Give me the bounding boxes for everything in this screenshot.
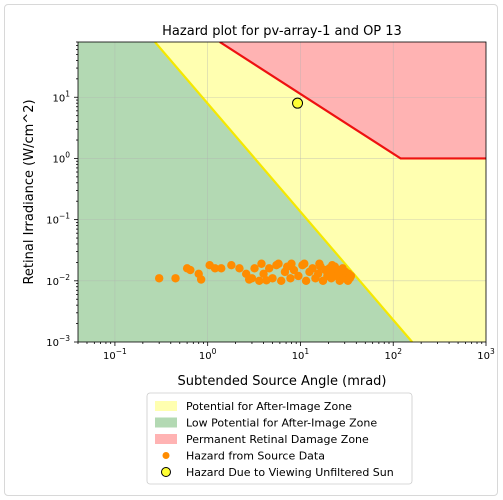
hazard-source-point — [217, 264, 226, 273]
hazard-source-point — [259, 269, 268, 279]
hazard-source-point — [186, 265, 195, 275]
y-tick-label: 10−1 — [46, 212, 70, 227]
hazard-source-point — [262, 276, 271, 285]
hazard-source-point — [264, 264, 274, 273]
x-tick-label: 102 — [384, 347, 402, 362]
legend-label: Permanent Retinal Damage Zone — [186, 433, 369, 446]
hazard-source-point — [274, 259, 283, 268]
x-tick-label: 100 — [199, 347, 217, 362]
hazard-source-point — [276, 276, 286, 286]
hazard-source-point — [300, 259, 309, 268]
after-image-boundary-line — [154, 42, 414, 342]
y-axis-label: Retinal Irradiance (W/cm^2) — [22, 99, 37, 284]
zone-boundaries — [154, 42, 486, 342]
hazard-source-point — [286, 274, 295, 283]
x-tick-label: 103 — [477, 347, 495, 362]
x-tick-label: 10−1 — [103, 347, 127, 362]
hazard-source-point — [315, 259, 324, 268]
legend-label: Potential for After-Image Zone — [186, 400, 352, 413]
legend-marker — [161, 467, 171, 477]
hazard-zones — [78, 42, 486, 342]
hazard-source-point — [294, 271, 303, 281]
legend-label: Hazard Due to Viewing Unfiltered Sun — [186, 466, 394, 479]
hazard-source-point — [313, 269, 323, 279]
grid-lines — [78, 42, 486, 342]
permanent-damage-zone — [219, 42, 486, 159]
hazard-source-point — [287, 259, 296, 268]
data-points — [154, 97, 356, 286]
hazard-source-point — [154, 274, 164, 283]
hazard-source-point — [235, 264, 244, 273]
hazard-source-point — [255, 276, 264, 286]
legend-label: Low Potential for After-Image Zone — [186, 417, 377, 430]
hazard-source-point — [210, 264, 220, 273]
legend-swatch — [155, 417, 177, 428]
x-axis-ticks: 10−1 100 101 102 103 — [77, 342, 495, 362]
legend: Potential for After-Image Zone Low Potent… — [146, 392, 413, 485]
hazard-source-point — [301, 276, 311, 286]
legend-label: Hazard from Source Data — [186, 450, 325, 463]
x-tick-label: 101 — [292, 347, 310, 362]
hazard-source-point — [227, 260, 236, 270]
legend-swatch — [155, 401, 177, 411]
hazard-source-point — [244, 275, 254, 284]
y-tick-label: 101 — [52, 89, 70, 104]
x-axis-label: Subtended Source Angle (mrad) — [178, 374, 387, 389]
chart-title: Hazard plot for pv-array-1 and OP 13 — [162, 24, 402, 39]
hazard-source-point — [308, 264, 317, 273]
legend-swatch — [155, 434, 177, 444]
hazard-source-point — [171, 274, 180, 283]
sun-hazard-point — [292, 97, 304, 109]
hazard-source-point — [257, 259, 266, 268]
y-axis-ticks: 10−3 10−2 10−1 100 101 — [46, 41, 78, 349]
y-tick-label: 10−3 — [46, 334, 70, 349]
damage-boundary-line — [219, 42, 486, 160]
hazard-source-point — [346, 271, 356, 281]
plot-area — [77, 41, 487, 343]
hazard-source-point — [196, 275, 206, 284]
y-tick-label: 10−2 — [46, 273, 70, 288]
legend-marker — [162, 452, 170, 459]
hazard-source-point — [250, 264, 259, 273]
y-tick-label: 100 — [52, 150, 70, 165]
legend-box — [146, 392, 413, 485]
hazard-source-point — [328, 260, 337, 270]
